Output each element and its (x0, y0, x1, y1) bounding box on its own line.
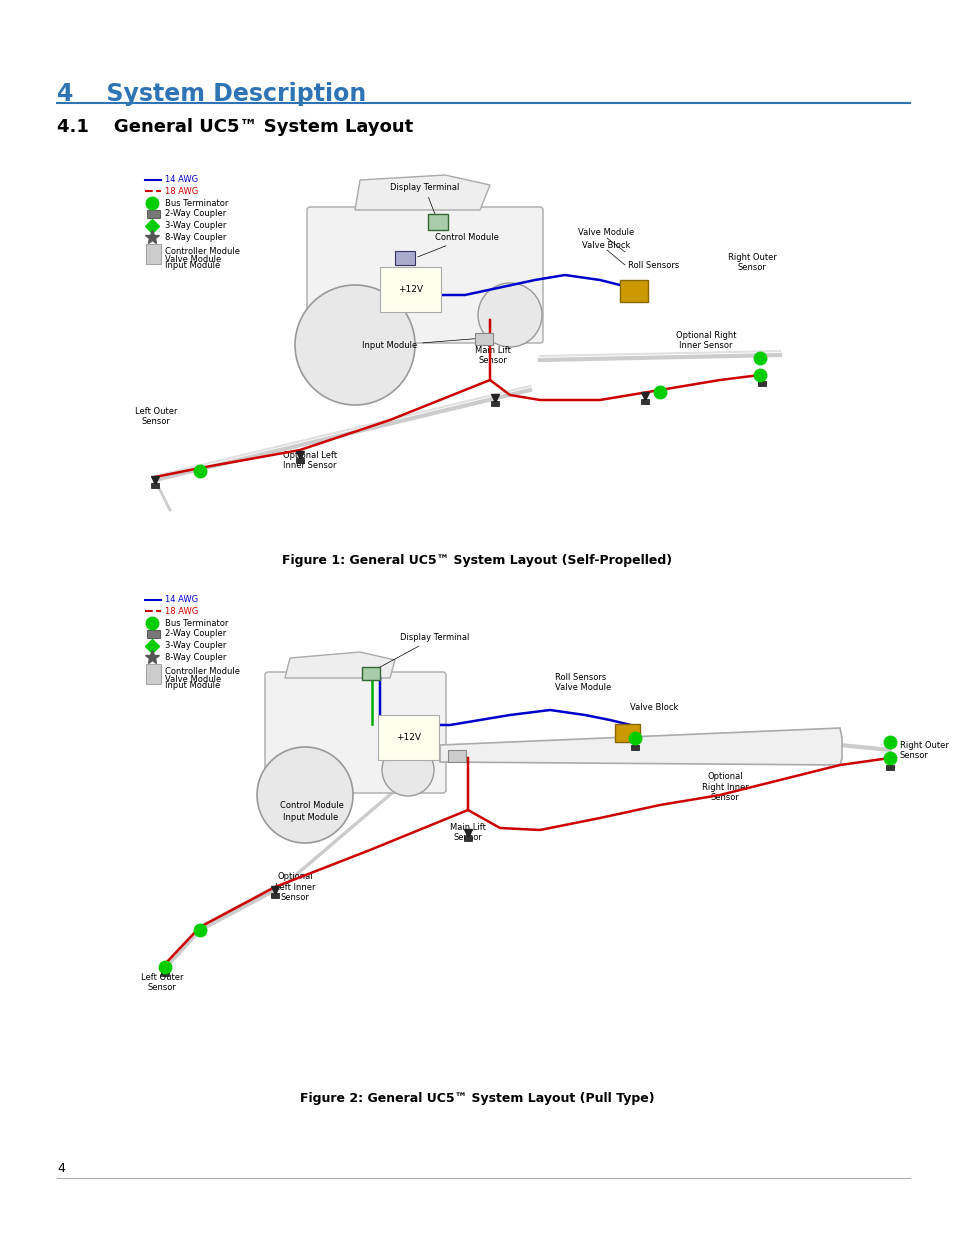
Polygon shape (439, 727, 841, 764)
Circle shape (256, 747, 353, 844)
Text: Bus Terminator: Bus Terminator (165, 619, 228, 627)
Text: 3-Way Coupler: 3-Way Coupler (165, 221, 226, 231)
Text: Input Module: Input Module (165, 682, 220, 690)
FancyBboxPatch shape (265, 672, 446, 793)
Bar (758, 382, 765, 387)
Text: Left Outer
Sensor: Left Outer Sensor (141, 973, 183, 992)
Bar (161, 971, 169, 976)
Bar (640, 399, 648, 404)
Text: 18 AWG: 18 AWG (165, 186, 198, 195)
Text: Valve Block: Valve Block (581, 241, 630, 249)
Text: Valve Module: Valve Module (165, 254, 221, 263)
Text: Controller Module: Controller Module (165, 247, 240, 257)
Text: Left Outer
Sensor: Left Outer Sensor (134, 406, 177, 426)
Text: Display Terminal: Display Terminal (373, 634, 469, 671)
Bar (463, 836, 472, 841)
Text: Valve Module: Valve Module (165, 674, 221, 683)
Text: 2-Way Coupler: 2-Way Coupler (165, 210, 226, 219)
Circle shape (294, 285, 415, 405)
Bar (491, 401, 498, 406)
Text: Right Outer
Sensor: Right Outer Sensor (899, 741, 948, 760)
Bar (151, 483, 159, 488)
Text: Optional
Left Inner
Sensor: Optional Left Inner Sensor (274, 872, 314, 902)
Text: Roll Sensors: Roll Sensors (627, 261, 679, 270)
Text: 3-Way Coupler: 3-Way Coupler (165, 641, 226, 651)
Bar (885, 764, 893, 769)
Circle shape (381, 743, 434, 797)
Bar (395, 251, 415, 266)
Text: +12V: +12V (397, 285, 422, 294)
Polygon shape (285, 652, 395, 678)
Text: Valve Module: Valve Module (555, 683, 611, 692)
Bar (619, 280, 647, 303)
Bar (630, 745, 639, 750)
Bar (405, 736, 422, 748)
Text: Control Module: Control Module (280, 802, 343, 810)
Text: 18 AWG: 18 AWG (165, 606, 198, 615)
Text: Bus Terminator: Bus Terminator (165, 199, 228, 207)
Text: 8-Way Coupler: 8-Way Coupler (165, 232, 226, 242)
Bar (361, 667, 379, 680)
Text: 8-Way Coupler: 8-Way Coupler (165, 652, 226, 662)
Text: Roll Sensors: Roll Sensors (555, 673, 605, 682)
FancyBboxPatch shape (307, 207, 542, 343)
Text: Optional Right
Inner Sensor: Optional Right Inner Sensor (675, 331, 736, 350)
Bar (146, 664, 161, 684)
Bar (615, 724, 639, 742)
Text: 14 AWG: 14 AWG (165, 595, 198, 604)
Bar (147, 630, 160, 638)
Text: Input Module: Input Module (283, 813, 338, 823)
Text: Main Lift
Sensor: Main Lift Sensor (475, 346, 511, 366)
Text: 4: 4 (57, 1162, 65, 1174)
Bar (428, 214, 448, 230)
Text: Figure 1: General UC5™ System Layout (Self-Propelled): Figure 1: General UC5™ System Layout (Se… (282, 555, 671, 567)
Text: Valve Block: Valve Block (629, 703, 678, 713)
Text: Right Outer
Sensor: Right Outer Sensor (727, 253, 776, 272)
Text: Controller Module: Controller Module (165, 667, 240, 677)
Text: 4.1    General UC5™ System Layout: 4.1 General UC5™ System Layout (57, 119, 413, 136)
Circle shape (477, 283, 541, 347)
Bar (271, 893, 278, 898)
Text: Figure 2: General UC5™ System Layout (Pull Type): Figure 2: General UC5™ System Layout (Pu… (299, 1092, 654, 1105)
Text: Optional Left
Inner Sensor: Optional Left Inner Sensor (283, 451, 336, 471)
Bar (448, 750, 465, 762)
Text: Valve Module: Valve Module (578, 228, 634, 237)
Text: 14 AWG: 14 AWG (165, 175, 198, 184)
Text: +12V: +12V (395, 734, 420, 742)
Bar (147, 210, 160, 219)
Text: 4    System Description: 4 System Description (57, 82, 366, 106)
Polygon shape (355, 175, 490, 210)
Bar (475, 333, 493, 345)
Bar (146, 245, 161, 264)
Text: Optional
Right Inner
Sensor: Optional Right Inner Sensor (700, 772, 748, 802)
Text: Control Module: Control Module (417, 233, 498, 257)
Text: 2-Way Coupler: 2-Way Coupler (165, 630, 226, 638)
Bar (295, 458, 304, 463)
Text: Main Lift
Sensor: Main Lift Sensor (450, 823, 485, 842)
Text: Input Module: Input Module (165, 262, 220, 270)
Text: Input Module: Input Module (361, 338, 480, 350)
Text: Display Terminal: Display Terminal (390, 183, 459, 220)
